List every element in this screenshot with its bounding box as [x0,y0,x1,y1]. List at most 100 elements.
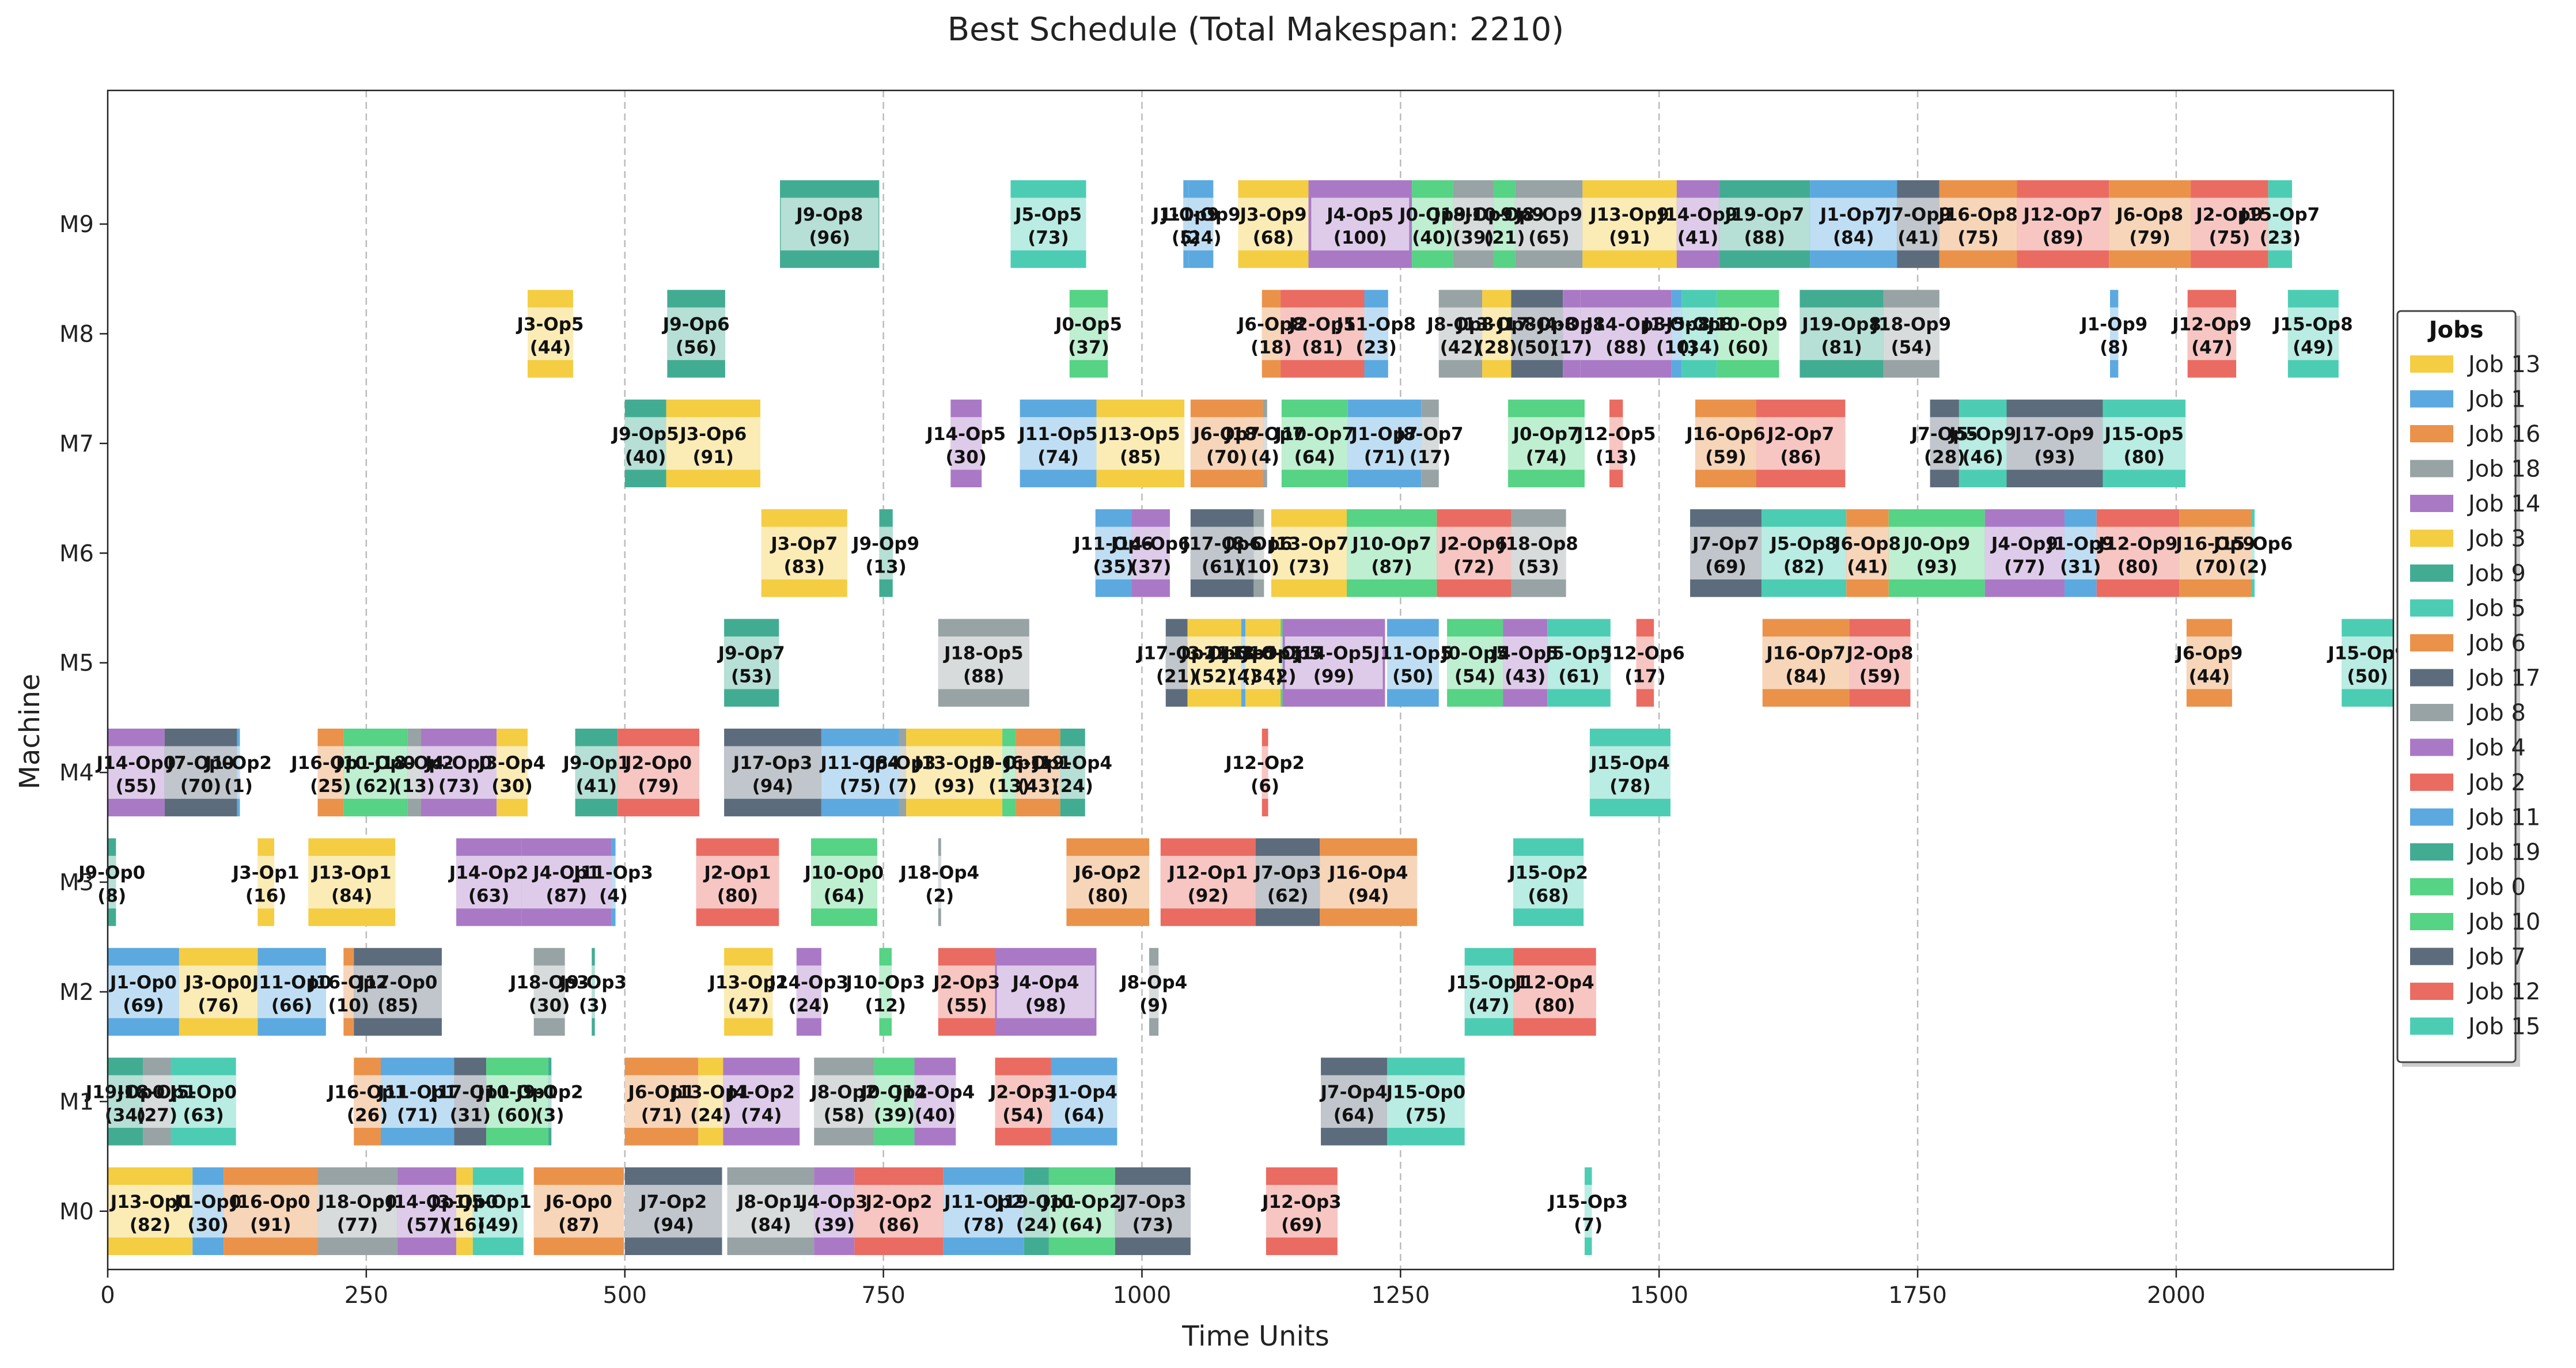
bar-label-duration: (41) [576,776,617,797]
bar-label-duration: (30) [491,776,532,797]
bar-label-name: J9-Op5 [611,424,679,445]
bar-label-box [1271,526,1347,579]
bar-label-duration: (75) [1406,1105,1446,1126]
bar-label-name: J12-Op9 [2171,314,2252,335]
bar-label-duration: (60) [1728,337,1768,358]
bar-label-box [1547,636,1611,689]
y-axis-title: Machine [14,674,46,790]
bar-label-name: J11-Op0 [251,972,332,993]
legend-label: Job 18 [2467,456,2540,483]
y-tick-label: M5 [59,650,94,677]
bar-label-name: J5-Op5 [1544,643,1612,664]
bar-label-box [1421,417,1439,470]
bar-label-duration: (4) [1229,666,1257,687]
bar-label-box [1281,636,1284,689]
bar-label-name: J12-Op7 [2022,204,2103,225]
bar-label-duration: (3) [536,1105,565,1126]
bar-label-duration: (4) [599,886,628,907]
legend: Jobs Job 13 Job 1 Job 16 Job 18 Job 14 Job 3 J… [2396,310,2540,1067]
bar-label-name: J12-Op1 [1168,863,1248,884]
bar-label-duration: (28) [1924,447,1965,468]
legend-swatch [2410,948,2453,965]
bar-label-box [938,965,995,1018]
bar-label-duration: (1) [224,776,253,797]
bar-label-box [1131,526,1170,579]
bar-label-name: J8-Op1 [736,1192,804,1212]
bar-label-box [1387,636,1439,689]
bar-label-name: J7-Op0 [166,753,234,774]
bar-label-duration: (75) [2209,228,2250,248]
bar-label-name: J12-Op6 [1604,643,1685,664]
bar-label-box [1266,1185,1338,1238]
bar-label-name: J15-Op8 [2272,314,2353,335]
bar-label-box [1262,746,1268,799]
bar-label-name: J15-Op1 [1448,972,1529,993]
chart-title: Best Schedule (Total Makespan: 2210) [948,11,1564,48]
bar-label-box [1888,526,1985,579]
bar-label-duration: (34) [1679,337,1719,358]
bar-label-box [1464,965,1514,1018]
y-tick-label: M9 [59,211,94,238]
bar-label-name: J12-Op5 [1575,424,1656,445]
bar-label-duration: (44) [530,337,571,358]
bar-label-duration: (42) [1440,337,1481,358]
bar-label-duration: (50) [2347,666,2388,687]
bar-label-name: J12-Op4 [1514,972,1594,993]
bar-label-duration: (77) [337,1215,378,1236]
bar-label-name: J2-Op0 [624,753,692,774]
bar-label-name: J1-Op4 [1050,1082,1117,1102]
bar-label-box [1676,198,1719,251]
bar-label-name: J2-Op9 [2195,204,2263,225]
legend-label: Job 16 [2467,421,2540,448]
bar-label-name: J1-Op2 [204,753,272,774]
bar-label-name: J10-Op1 [476,1082,557,1102]
bar-label-name: J13-Op9 [1589,204,1669,225]
bar-label-box [1984,526,2065,579]
bar-label-box [1364,307,1388,361]
bar-label-name: J16-Op1 [327,1082,407,1102]
bar-label-duration: (80) [2117,556,2158,577]
legend-swatch [2410,704,2453,721]
bar-label-box [814,1185,855,1238]
bar-label-duration: (28) [1476,337,1517,358]
bar-label-duration: (71) [641,1105,682,1126]
bar-label-box [1002,746,1016,799]
legend-label: Job 12 [2467,979,2540,1005]
bar-label-duration: (78) [963,1215,1004,1236]
legend-swatch [2410,425,2453,442]
bar-label-name: J9-Op2 [516,1082,584,1102]
bar-label-duration: (84) [1785,666,1826,687]
bar-label-box [317,1185,397,1238]
bar-label-name: J13-Op1 [670,1082,751,1102]
legend-swatch [2410,529,2453,547]
bar-label-box [727,1185,815,1238]
bar-label-box [456,855,522,909]
bar-label-box [1939,198,2017,251]
bar-label-duration: (83) [784,556,825,577]
bar-label-name: J14-Op1 [386,1192,467,1212]
legend-label: Job 4 [2467,735,2526,761]
bar-label-duration: (73) [438,776,479,797]
bar-label-duration: (2) [1268,666,1297,687]
bar-label-box [1695,417,1756,470]
bar-label-box [624,1075,699,1128]
bar-label-name: J7-Op7 [1691,533,1759,554]
bar-label-name: J9-Op9 [851,533,919,554]
bar-label-name: J11-Op2 [943,1192,1024,1212]
bar-label-name: J2-Op2 [864,1192,932,1212]
bar-label-duration: (76) [198,995,238,1016]
bar-label-duration: (86) [1780,447,1821,468]
bar-label-name: J11-Op9 [1160,204,1241,225]
bar-label-box [1513,965,1596,1018]
bar-label-name: J12-Op3 [1261,1192,1342,1212]
bar-label-name: J3-Op0 [184,972,252,993]
bar-label-duration: (50) [1517,337,1558,358]
bar-label-duration: (94) [653,1215,694,1236]
bar-label-duration: (47) [2191,337,2232,358]
bar-label-box [381,1075,454,1128]
bar-label-name: J13-Op8 [1456,314,1536,335]
bar-label-duration: (49) [478,1215,518,1236]
bar-label-name: J1-Op5 [1209,643,1276,664]
operation-labels: J13-Op0(82)J1-Op0(30)J16-Op0(91)J18-Op0(… [77,204,2407,1236]
bar-label-duration: (74) [1037,447,1078,468]
